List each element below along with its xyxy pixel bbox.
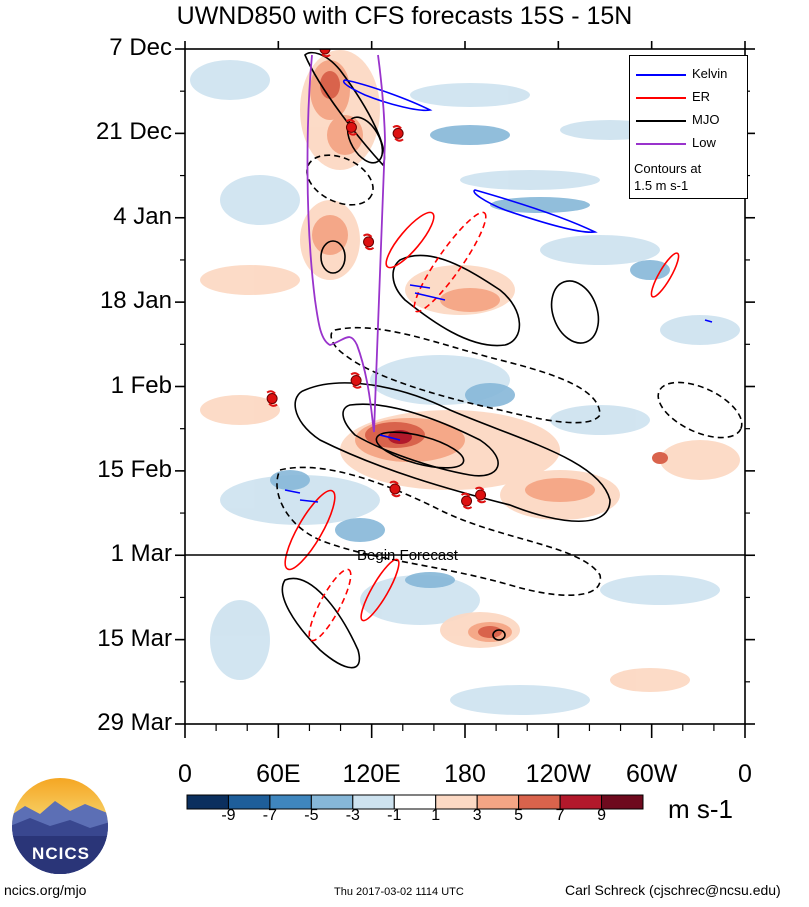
legend-mjo-line <box>636 120 686 122</box>
legend-note-line1: Contours at <box>634 161 702 176</box>
colorbar-units: m s-1 <box>668 794 733 824</box>
footer-site[interactable]: ncics.org/mjo <box>4 882 87 898</box>
storm-marker <box>474 486 487 504</box>
ncics-logo <box>12 778 108 874</box>
y-tick-label: 29 Mar <box>97 709 172 736</box>
logo-text: NCICS <box>32 844 90 863</box>
legend-mjo: MJO <box>630 112 747 130</box>
colorbar-label: -1 <box>387 807 402 824</box>
x-tick-label: 180 <box>444 760 486 788</box>
storm-marker <box>389 480 401 498</box>
x-tick-label: 60E <box>256 760 301 788</box>
y-tick-label: 15 Feb <box>97 455 172 483</box>
legend-er-label: ER <box>692 89 711 104</box>
legend-er-line <box>636 97 686 99</box>
x-tick-label: 0 <box>178 760 192 788</box>
chart-title: UWND850 with CFS forecasts 15S - 15N <box>176 2 633 30</box>
er-contours <box>284 211 680 622</box>
x-tick-label: 0 <box>738 760 752 788</box>
footer-author: Carl Schreck (cjschrec@ncsu.edu) <box>565 882 781 898</box>
colorbar-label: 5 <box>514 807 524 824</box>
legend-note-line2: 1.5 m s-1 <box>634 178 689 193</box>
storm-marker <box>460 492 473 510</box>
storm-marker <box>350 372 362 389</box>
storm-marker <box>362 233 375 251</box>
legend-low: Low <box>630 135 747 153</box>
footer-timestamp: Thu 2017-03-02 1114 UTC <box>334 886 464 898</box>
x-tick-label: 120E <box>342 760 401 788</box>
legend-kelvin-line <box>636 74 686 76</box>
colorbar-label: 1 <box>431 807 441 824</box>
forecast-label: Begin Forecast <box>357 547 458 564</box>
legend-kelvin: Kelvin <box>630 66 747 84</box>
colorbar-label: 9 <box>597 807 606 824</box>
colorbar-label: -9 <box>221 807 236 824</box>
colorbar-label: 7 <box>555 807 565 824</box>
y-tick-label: 21 Dec <box>95 118 172 146</box>
y-tick-label: 1 Mar <box>110 540 172 568</box>
storm-marker <box>392 125 404 142</box>
colorbar-label: -5 <box>304 807 319 824</box>
y-tick-label: 15 Mar <box>97 624 172 652</box>
storm-marker <box>345 119 358 136</box>
legend-kelvin-label: Kelvin <box>692 66 728 81</box>
kelvin-contours <box>284 79 713 503</box>
legend-er: ER <box>630 89 747 107</box>
y-tick-label: 4 Jan <box>113 202 172 230</box>
low-track <box>306 54 386 433</box>
mjo-contours <box>281 51 611 669</box>
legend-low-line <box>636 143 686 145</box>
er-dashed-contours <box>308 211 487 642</box>
colorbar-swatch <box>601 794 644 810</box>
y-tick-label: 7 Dec <box>109 34 172 61</box>
colorbar-label: 3 <box>472 807 482 824</box>
colorbar-label: -7 <box>262 807 278 824</box>
y-tick-label: 1 Feb <box>110 371 172 399</box>
legend-note: Contours at 1.5 m s-1 <box>634 160 701 194</box>
x-tick-label: 120W <box>525 760 591 788</box>
y-tick-label: 18 Jan <box>99 287 172 315</box>
colorbar-label: -3 <box>345 807 360 824</box>
x-tick-label: 60W <box>625 760 678 788</box>
mjo-dashed-contours <box>276 154 743 597</box>
legend: Kelvin ER MJO Low Contours at 1.5 m s-1 <box>629 55 748 199</box>
legend-mjo-label: MJO <box>692 112 720 127</box>
legend-low-label: Low <box>692 135 716 150</box>
storm-marker <box>319 49 331 58</box>
storm-marker <box>266 390 278 407</box>
